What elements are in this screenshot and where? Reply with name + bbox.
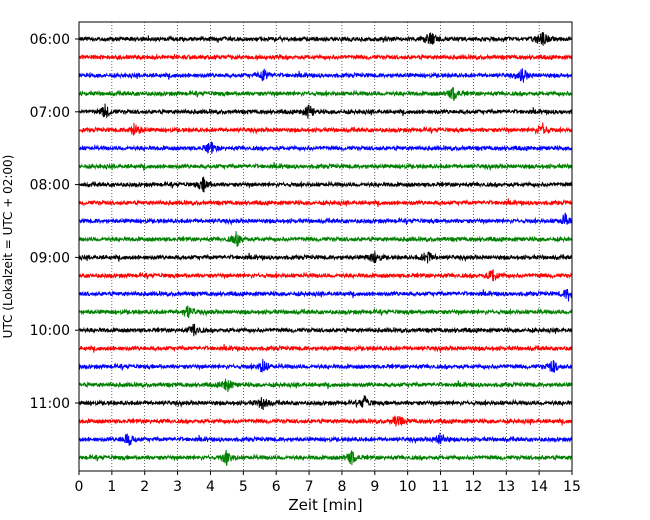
- trace-0945: [78, 305, 573, 319]
- trace-0745: [78, 161, 573, 172]
- trace-0845: [78, 231, 573, 247]
- trace-1130: [78, 432, 573, 446]
- x-tick-label: 5: [239, 479, 248, 495]
- x-tick-label: 2: [140, 479, 149, 495]
- y-tick-label: 09:00: [30, 250, 70, 266]
- trace-1030: [78, 358, 573, 373]
- y-tick-label: 11:00: [30, 396, 70, 412]
- y-axis: 06:00 07:00 08:00 09:00 10:00 11:00: [30, 32, 79, 412]
- x-tick-label: 11: [432, 479, 450, 495]
- trace-0700: [78, 103, 573, 119]
- y-tick-label: 10:00: [30, 323, 70, 339]
- trace-1015: [78, 343, 573, 354]
- x-tick-label: 14: [530, 479, 548, 495]
- x-axis: 0 1 2 3 4 5 6 7 8 9 10 11 12 13 14 15: [75, 471, 581, 495]
- x-axis-label: Zeit [min]: [288, 496, 362, 514]
- trace-1000: [78, 323, 573, 337]
- trace-0915: [78, 269, 573, 282]
- y-tick-label: 07:00: [30, 105, 70, 121]
- trace-0645: [78, 86, 573, 101]
- y-tick-label: 08:00: [30, 178, 70, 194]
- trace-0815: [78, 198, 573, 208]
- trace-1145: [78, 450, 573, 466]
- x-tick-label: 13: [497, 479, 515, 495]
- x-tick-label: 6: [272, 479, 281, 495]
- x-tick-label: 4: [206, 479, 215, 495]
- trace-0630: [78, 68, 573, 83]
- x-tick-label: 0: [75, 479, 84, 495]
- trace-0615: [78, 53, 573, 62]
- x-tick-label: 7: [305, 479, 314, 495]
- x-tick-label: 1: [107, 479, 116, 495]
- seismic-traces: [78, 32, 573, 466]
- trace-0715: [78, 122, 573, 136]
- trace-1115: [78, 415, 573, 427]
- trace-1100: [78, 394, 573, 410]
- x-tick-label: 10: [399, 479, 417, 495]
- x-tick-label: 8: [337, 479, 346, 495]
- trace-0900: [78, 251, 573, 264]
- trace-0730: [78, 141, 573, 154]
- y-tick-label: 06:00: [30, 32, 70, 48]
- trace-0800: [78, 176, 573, 193]
- trace-1045: [78, 378, 573, 393]
- plot-frame: [78, 21, 573, 472]
- x-tick-label: 9: [370, 479, 379, 495]
- trace-0600: [78, 32, 573, 46]
- trace-0830: [78, 212, 573, 226]
- y-axis-label: UTC (Lokalzeit = UTC + 02:00): [1, 155, 15, 339]
- trace-0930: [78, 288, 573, 302]
- x-tick-label: 3: [173, 479, 182, 495]
- x-tick-label: 15: [563, 479, 581, 495]
- x-tick-label: 12: [464, 479, 482, 495]
